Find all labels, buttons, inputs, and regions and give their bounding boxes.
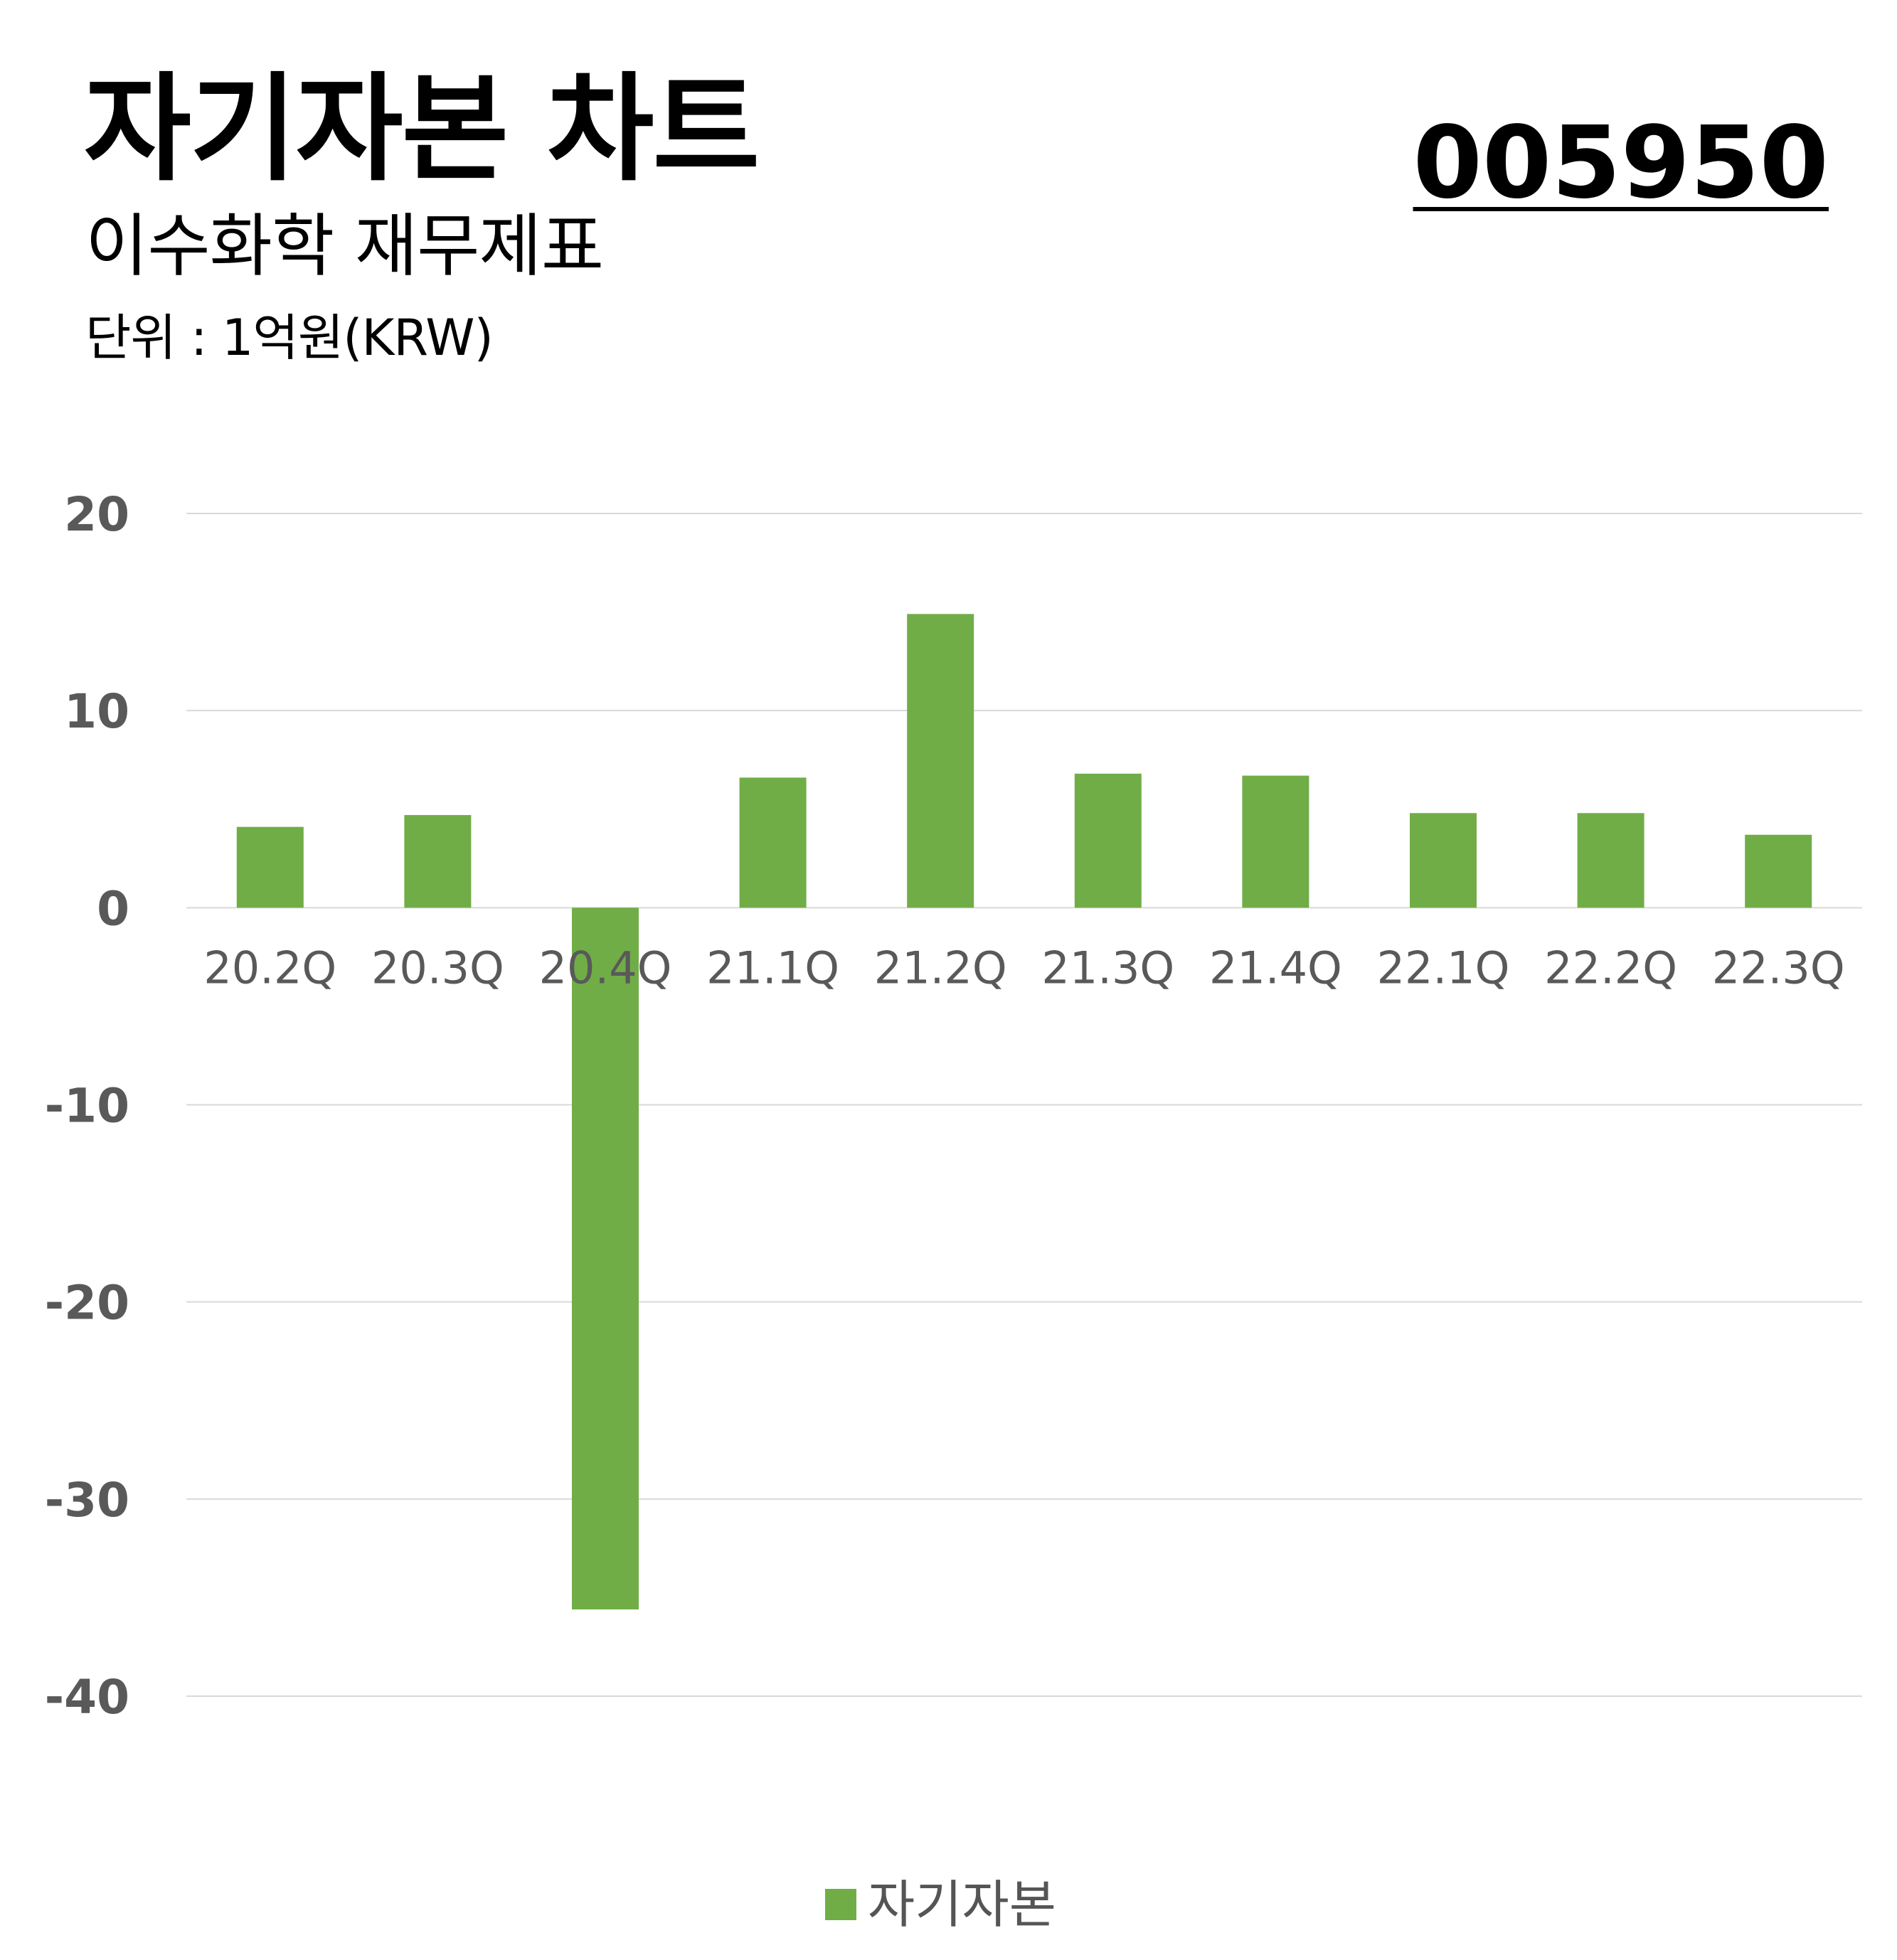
bar <box>1745 834 1812 908</box>
stock-code: 005950 <box>1413 105 1829 221</box>
x-tick-label: 22.1Q <box>1377 942 1510 994</box>
bar <box>1410 813 1477 908</box>
bar <box>1074 773 1142 908</box>
bar <box>1242 775 1309 908</box>
legend-swatch <box>825 1889 856 1920</box>
x-tick-label: 22.2Q <box>1544 942 1677 994</box>
y-tick-label: -10 <box>45 1079 129 1134</box>
bar <box>739 777 807 908</box>
y-tick-label: 0 <box>97 881 129 936</box>
bar <box>404 815 472 908</box>
x-tick-label: 20.3Q <box>371 942 504 994</box>
bar <box>236 826 304 908</box>
x-tick-label: 22.3Q <box>1712 942 1845 994</box>
chart-subtitle: 이수화학 재무제표 <box>85 206 604 286</box>
y-tick-label: -30 <box>45 1473 129 1528</box>
y-tick-label: 20 <box>64 487 129 542</box>
x-tick-label: 20.4Q <box>539 942 672 994</box>
bar <box>572 907 639 1610</box>
legend: 자기자본 <box>825 1876 1056 1933</box>
chart-title: 자기자본 차트 <box>84 61 760 197</box>
y-tick-label: -20 <box>45 1276 129 1331</box>
y-tick-label: -40 <box>45 1670 129 1725</box>
y-tick-label: 10 <box>64 684 129 739</box>
x-tick-label: 21.2Q <box>874 942 1007 994</box>
x-tick-label: 20.2Q <box>203 942 336 994</box>
bar <box>907 614 974 908</box>
x-tick-label: 21.4Q <box>1209 942 1342 994</box>
x-tick-label: 21.1Q <box>706 942 839 994</box>
legend-label: 자기자본 <box>868 1875 1056 1934</box>
x-tick-label: 21.3Q <box>1041 942 1174 994</box>
bar <box>1577 813 1644 908</box>
unit-label: 단위 : 1억원(KRW) <box>85 309 494 367</box>
